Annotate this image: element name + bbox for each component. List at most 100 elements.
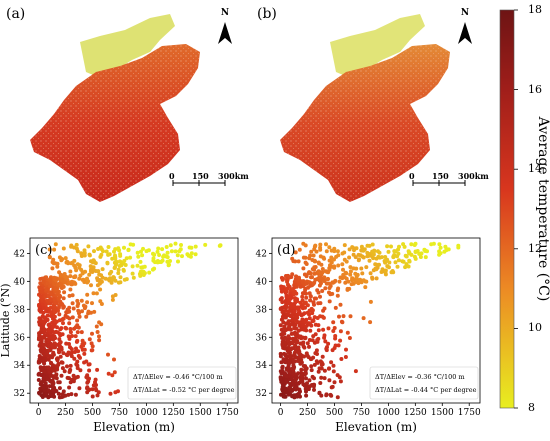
scatter-point	[368, 320, 373, 325]
scatter-point	[142, 264, 147, 269]
scatter-point	[135, 250, 140, 255]
scatter-point	[423, 248, 428, 253]
scatter-point	[286, 350, 291, 355]
scatter-point	[288, 360, 293, 365]
scatter-point	[68, 380, 73, 385]
y-tick-label: 36	[256, 333, 268, 343]
scatter-point	[316, 301, 321, 306]
north-label-a: N	[220, 8, 230, 18]
scatter-point	[175, 253, 180, 258]
scatter-point	[79, 254, 84, 258]
scatter-point	[312, 315, 317, 320]
scatter-point	[279, 379, 284, 384]
scatter-point	[383, 268, 388, 273]
scatter-point	[40, 289, 44, 294]
scatter-point	[417, 251, 422, 256]
scatter-point	[90, 331, 94, 336]
scatter-point	[70, 293, 75, 298]
scatter-point	[280, 365, 285, 370]
scatter-point	[90, 344, 95, 349]
scatter-point	[307, 291, 312, 296]
scatter-point	[42, 369, 47, 374]
scatter-point	[99, 279, 104, 284]
scatter-point	[99, 252, 104, 257]
scatter-point	[343, 270, 348, 275]
scatter-point	[38, 341, 43, 346]
scatter-point	[311, 318, 316, 323]
scatter-point	[86, 311, 91, 316]
scatter-point	[91, 258, 96, 263]
scatter-point	[286, 334, 291, 339]
scatter-point	[140, 269, 145, 274]
scatter-point	[347, 286, 352, 291]
scatter-point	[368, 271, 373, 276]
scatter-point	[150, 267, 155, 272]
north-label-b: N	[460, 8, 470, 18]
scatter-point	[318, 314, 323, 319]
scatter-point	[287, 325, 291, 330]
scatter-point	[302, 311, 307, 316]
scatter-point	[297, 323, 302, 328]
scatter-point	[285, 279, 290, 284]
scatter-point	[356, 258, 361, 263]
scatter-point	[316, 369, 321, 374]
scatter-point	[315, 352, 319, 356]
scatter-point	[48, 373, 53, 378]
scatter-point	[108, 391, 113, 396]
scatter-point	[296, 381, 301, 386]
scatter-point	[67, 309, 72, 314]
scatter-point	[324, 249, 329, 254]
scatter-point	[308, 328, 313, 333]
scatter-point	[340, 320, 345, 325]
scatter-point	[456, 245, 461, 250]
scatter-point	[333, 334, 338, 338]
scatter-point	[307, 378, 312, 383]
scatter-point	[79, 330, 84, 335]
scatter-panel-d: 0 250 500 750 1000 1250 1500 1750 32 34 36 38 40 42 El…	[256, 237, 481, 434]
x-tick-label: 500	[326, 408, 343, 418]
scatter-point	[187, 245, 192, 250]
scatter-point	[309, 368, 314, 373]
colorbar-gradient	[499, 9, 515, 409]
scatter-point	[288, 275, 293, 280]
scatter-point	[93, 377, 98, 382]
scatter-point	[69, 347, 74, 352]
scatter-point	[68, 287, 73, 292]
scatter-point	[60, 392, 65, 397]
scatter-point	[321, 315, 326, 320]
x-tick-label: 750	[353, 408, 370, 418]
scatter-point	[70, 301, 75, 306]
scatter-point	[45, 281, 50, 286]
scatter-point	[118, 253, 123, 258]
scatter-point	[41, 319, 46, 324]
scatter-point	[298, 284, 303, 289]
scatter-point	[113, 390, 118, 395]
scatter-point	[45, 298, 50, 303]
y-tick-label: 38	[256, 305, 268, 315]
scatter-point	[385, 244, 390, 249]
scatter-point	[309, 364, 314, 369]
scatter-point	[406, 264, 411, 269]
scatter-point	[51, 350, 56, 355]
scatter-point	[303, 243, 308, 248]
scatter-point	[85, 390, 90, 395]
scatter-point	[47, 343, 51, 348]
scatter-point	[85, 292, 90, 297]
scatter-point	[401, 242, 406, 247]
scatter-point	[77, 314, 82, 319]
scatter-point	[86, 279, 91, 284]
scatter-point	[82, 248, 87, 253]
scatter-point	[437, 242, 442, 247]
scatter-point	[322, 279, 327, 284]
scatter-point	[138, 259, 143, 264]
scatter-point	[97, 338, 102, 343]
scatter-point	[324, 346, 329, 351]
scatter-point	[90, 348, 95, 353]
scatter-point	[70, 315, 75, 320]
scatter-point	[335, 395, 340, 400]
scatter-point	[49, 310, 54, 315]
scatter-point	[186, 253, 191, 258]
scatter-point	[379, 255, 384, 260]
scatter-point	[289, 322, 294, 327]
scatter-point	[122, 245, 126, 250]
